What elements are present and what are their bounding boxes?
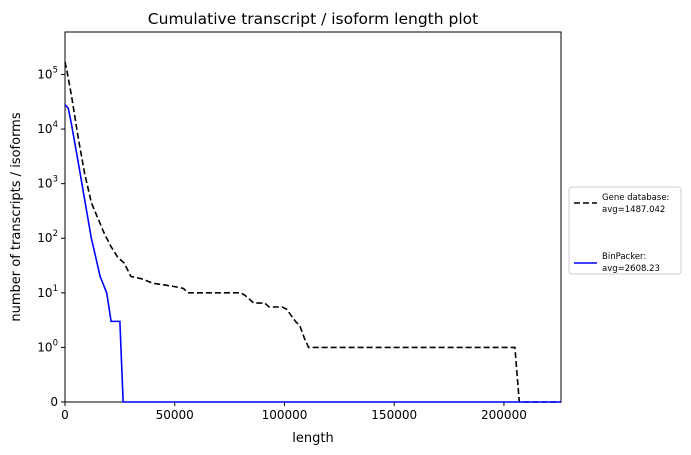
x-tick-label: 0 bbox=[61, 408, 69, 422]
x-axis-label: length bbox=[292, 431, 333, 446]
series-layer bbox=[64, 61, 561, 403]
x-tick-label: 150000 bbox=[371, 408, 417, 422]
plot-frame bbox=[64, 31, 562, 403]
y-tick-label: 105 bbox=[37, 65, 58, 81]
y-axis: 0 100 101 102 103 104 105 bbox=[37, 65, 65, 409]
legend-avg-binpacker: avg=2608.23 bbox=[602, 264, 660, 274]
x-tick-label: 50000 bbox=[156, 408, 194, 422]
legend-avg-gene-database: avg=1487.042 bbox=[602, 205, 665, 215]
x-tick-label: 200000 bbox=[481, 408, 527, 422]
legend: Gene database: avg=1487.042 BinPacker: a… bbox=[568, 186, 682, 275]
x-tick-label: 100000 bbox=[262, 408, 308, 422]
legend-box bbox=[568, 186, 682, 275]
y-axis-label: number of transcripts / isoforms bbox=[9, 112, 24, 321]
y-tick-label: 101 bbox=[37, 284, 58, 300]
series-line-gene-database bbox=[64, 61, 561, 403]
y-tick-label: 103 bbox=[37, 175, 58, 191]
chart-title: Cumulative transcript / isoform length p… bbox=[148, 10, 478, 28]
y-tick-label: 0 bbox=[50, 395, 58, 409]
y-tick-label: 100 bbox=[37, 338, 58, 354]
series-line-binpacker bbox=[64, 104, 561, 403]
y-tick-label: 104 bbox=[37, 120, 58, 136]
x-axis: 0 50000 100000 150000 200000 bbox=[61, 402, 527, 422]
legend-label-binpacker: BinPacker: bbox=[602, 252, 646, 262]
y-tick-label: 102 bbox=[37, 229, 58, 245]
plot-area bbox=[64, 31, 562, 403]
legend-label-gene-database: Gene database: bbox=[602, 193, 669, 203]
